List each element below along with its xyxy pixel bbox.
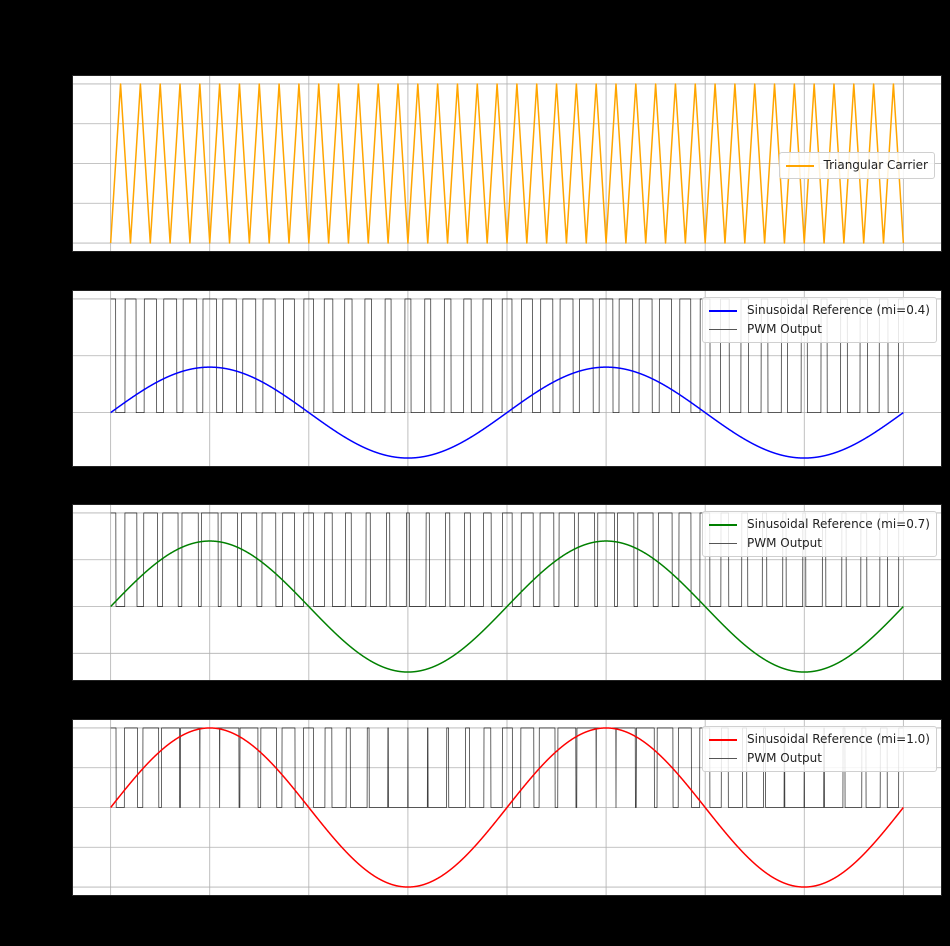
pwm-plot-canvas bbox=[73, 505, 941, 680]
pwm-series-line bbox=[110, 298, 904, 413]
legend-label: PWM Output bbox=[747, 751, 822, 765]
legend-label: PWM Output bbox=[747, 322, 822, 336]
legend-line-icon bbox=[709, 309, 738, 312]
triangle-series-line bbox=[109, 83, 905, 244]
legend-line-icon bbox=[709, 758, 738, 759]
legend-entry: Sinusoidal Reference (mi=0.7) bbox=[709, 515, 930, 534]
pwm-series-line bbox=[110, 512, 904, 607]
legend-label: Sinusoidal Reference (mi=1.0) bbox=[747, 732, 930, 746]
legend-label: Sinusoidal Reference (mi=0.4) bbox=[747, 303, 930, 317]
carrier-plot: Triangular Carrier bbox=[72, 75, 942, 252]
legend-line-icon bbox=[709, 738, 738, 741]
legend-label: Triangular Carrier bbox=[823, 158, 929, 172]
sine-series-line bbox=[110, 366, 904, 459]
legend-entry: Triangular Carrier bbox=[785, 156, 929, 175]
legend-entry: PWM Output bbox=[709, 320, 930, 339]
legend-entry: Sinusoidal Reference (mi=1.0) bbox=[709, 730, 930, 749]
pwm-plot-mi-0.7: Sinusoidal Reference (mi=0.7) PWM Output bbox=[72, 504, 942, 681]
legend-line-icon bbox=[709, 523, 738, 526]
legend-entry: PWM Output bbox=[709, 749, 930, 768]
legend-line-icon bbox=[709, 329, 738, 330]
legend-entry: PWM Output bbox=[709, 534, 930, 553]
sine-series-line bbox=[110, 727, 904, 888]
legend-entry: Sinusoidal Reference (mi=0.4) bbox=[709, 301, 930, 320]
legend-line-icon bbox=[709, 543, 738, 544]
pwm-plot-mi-1.0: Sinusoidal Reference (mi=1.0) PWM Output bbox=[72, 719, 942, 896]
pwm-plot-canvas bbox=[73, 291, 941, 466]
pwm-plot-mi-0.4: Sinusoidal Reference (mi=0.4) PWM Output bbox=[72, 290, 942, 467]
pwm-plot-canvas bbox=[73, 720, 941, 895]
pwm-series-line bbox=[110, 727, 904, 808]
legend: Triangular Carrier bbox=[778, 152, 935, 179]
legend-line-icon bbox=[785, 164, 814, 167]
carrier-plot-canvas bbox=[73, 76, 941, 251]
legend: Sinusoidal Reference (mi=1.0) PWM Output bbox=[702, 726, 937, 772]
legend: Sinusoidal Reference (mi=0.7) PWM Output bbox=[702, 511, 937, 557]
sine-series-line bbox=[110, 540, 904, 673]
legend-label: Sinusoidal Reference (mi=0.7) bbox=[747, 517, 930, 531]
legend-label: PWM Output bbox=[747, 536, 822, 550]
legend: Sinusoidal Reference (mi=0.4) PWM Output bbox=[702, 297, 937, 343]
